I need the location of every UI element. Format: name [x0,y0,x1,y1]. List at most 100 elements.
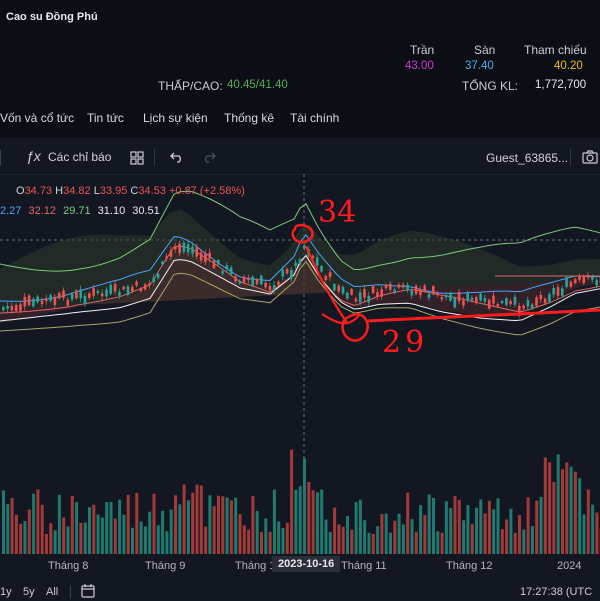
undo-icon[interactable] [170,151,184,166]
candle-body [161,262,164,265]
candle-body [157,274,160,278]
volume-bar [49,523,52,554]
candle-body [187,244,190,252]
candle-body [140,288,143,291]
volume-bar [509,509,512,554]
candle-body [58,293,61,299]
x-tick-nov: Tháng 11 [341,560,387,572]
volume-bar [445,501,448,554]
candle-body [527,300,530,307]
tab-financials[interactable]: Tài chính [290,111,339,125]
candle-body [144,284,147,289]
total-volume-value: 1,772,700 [535,79,586,91]
candle-body [269,286,272,290]
candle-body [428,294,431,298]
candle-body [398,284,401,287]
candle-body [531,304,534,308]
redo-icon[interactable] [202,151,216,166]
volume-bar [6,504,9,554]
range-5y[interactable]: 5y [23,586,35,598]
candle-body [552,288,555,294]
volume-bar [501,529,504,554]
stock-title: Cao su Đồng Phú [6,11,98,23]
candle-body [462,300,465,305]
volume-bar [484,513,487,554]
volume-bar [570,467,573,554]
candle-body [264,283,267,288]
footer-time: 17:27:38 (UTC [520,586,592,598]
grid-icon[interactable] [130,151,144,168]
candle-body [565,277,568,287]
account-label[interactable]: Guest_63865... [486,151,568,165]
candle-body [105,290,108,297]
candle-body [213,261,216,268]
candle-body [230,268,233,275]
volume-bar [497,498,500,554]
tab-news[interactable]: Tin tức [87,111,124,125]
x-crosshair-date: 2023-10-16 [272,556,340,572]
volume-bar [247,530,250,554]
indicator-value-1: 2.27 [0,205,21,217]
volume-bar [221,496,224,554]
candle-body [11,306,14,310]
volume-bar [2,490,5,554]
candle-body [234,276,237,281]
volume-bar [131,528,134,554]
tab-events[interactable]: Lịch sự kiện [143,111,208,125]
volume-bar [19,524,22,554]
price-chart[interactable] [0,174,600,554]
candle-body [488,300,491,309]
volume-bar [251,496,254,554]
candle-body [239,281,242,284]
candle-body [110,285,113,294]
floor-label: Sàn [474,43,495,57]
volume-bar [355,502,358,554]
volume-bar [475,508,478,554]
candle-body [475,297,478,303]
candle-body [380,289,383,296]
candle-body [350,289,353,295]
candle-body [114,284,117,292]
candle-body [15,305,18,311]
candle-body [67,300,70,306]
tab-statistics[interactable]: Thống kê [224,111,274,125]
range-1y[interactable]: 1y [0,586,12,598]
candle-body [148,283,151,285]
volume-bar [471,524,474,554]
volume-bar [110,502,113,554]
candle-body [376,292,379,296]
candle-body [411,291,414,296]
candle-body [497,304,500,306]
candle-body [509,301,512,304]
camera-icon[interactable] [582,150,598,167]
indicators-button[interactable]: ƒx Các chỉ báo [24,148,134,168]
volume-bar [170,510,173,554]
volume-bar [380,514,383,554]
volume-bar [363,520,366,554]
volume-bar [583,514,586,554]
candle-body [282,270,285,277]
candle-body [135,282,138,286]
volume-bar [174,495,177,554]
volume-bar [127,495,130,554]
candle-body [544,299,547,304]
volume-bar [303,458,306,554]
candle-body [71,294,74,300]
candle-body [183,243,186,252]
candle-body [153,277,156,282]
volume-bar [122,515,125,554]
candle-body [337,286,340,292]
range-all[interactable]: All [46,586,58,598]
calendar-icon[interactable] [81,584,95,601]
x-tick-sep: Tháng 9 [145,560,185,572]
candle-body [574,279,577,283]
candle-body [320,266,323,272]
volume-bar [419,505,422,554]
volume-bar [544,458,547,554]
candle-body [587,275,590,278]
candle-body [191,247,194,254]
annotation-peak: 34 [318,195,356,230]
candle-body [62,290,65,297]
tab-capital-dividend[interactable]: Vốn và cổ tức [0,111,74,125]
candle-body [88,293,91,298]
